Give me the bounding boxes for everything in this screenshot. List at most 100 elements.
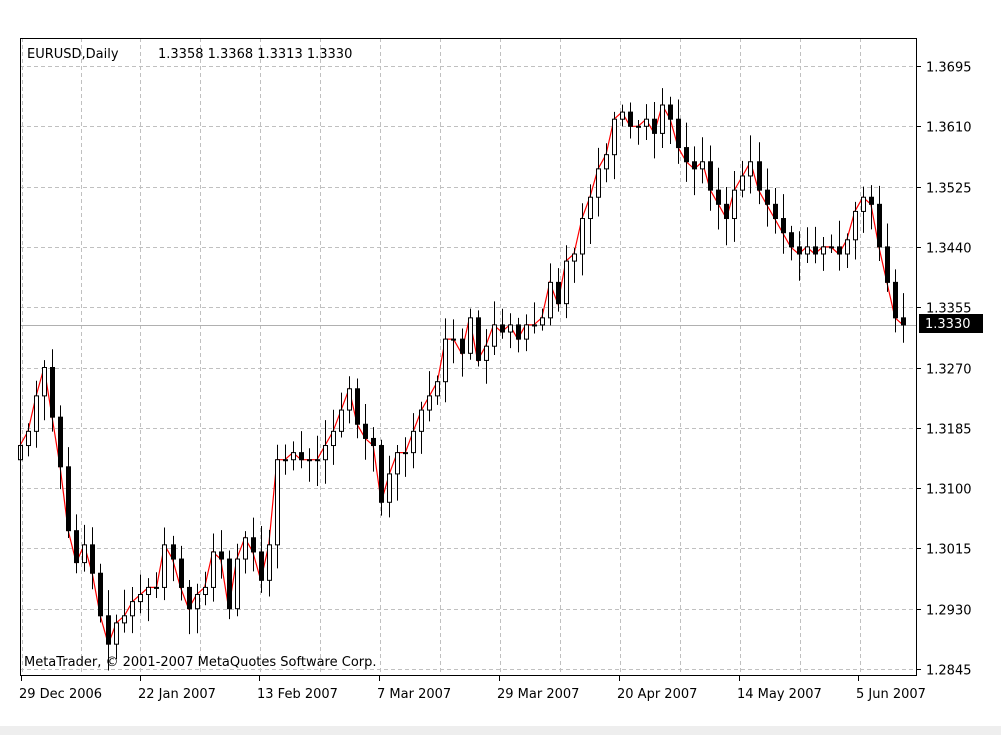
candle [837, 220, 842, 271]
candle [355, 378, 360, 439]
candle [347, 376, 352, 424]
candle-body [732, 189, 737, 220]
candle [508, 313, 513, 349]
x-tick-label: 29 Dec 2006 [19, 687, 102, 702]
candle-body [572, 253, 577, 262]
candle [74, 514, 79, 574]
candle-body [235, 558, 240, 610]
candle [443, 318, 448, 403]
candle [179, 545, 184, 601]
candle-body [869, 196, 874, 205]
candle [195, 583, 200, 634]
candle-body [837, 246, 842, 255]
candle [299, 431, 304, 469]
candle-body [460, 338, 465, 354]
candle [283, 444, 288, 475]
candle [403, 437, 408, 477]
candle-body [740, 175, 745, 191]
candle-body [411, 430, 416, 454]
candle-body [524, 324, 529, 340]
candle-body [580, 218, 585, 255]
candle-body [636, 125, 641, 128]
current-price-tag-bg [919, 314, 983, 333]
candle [628, 102, 633, 139]
candle-body [138, 594, 143, 603]
y-tick-label: 1.2930 [926, 604, 972, 619]
candle-body [267, 544, 272, 581]
candle-body [74, 530, 79, 564]
y-tick-label: 1.3270 [926, 363, 972, 378]
candle-body [315, 459, 320, 462]
candle [500, 308, 505, 339]
candle-body [628, 111, 633, 127]
y-tick-label: 1.3100 [926, 483, 972, 498]
candle-body [500, 324, 505, 333]
candle [411, 413, 416, 469]
candle [138, 574, 143, 614]
candle [98, 563, 103, 623]
candle-body [700, 161, 705, 170]
candle-body [331, 430, 336, 447]
candle [187, 580, 192, 635]
candle-body [813, 246, 818, 255]
candle-body [251, 537, 256, 553]
candle-body [363, 423, 368, 439]
candle [524, 314, 529, 352]
candle [652, 102, 657, 159]
candle [620, 104, 625, 127]
candle-body [668, 104, 673, 120]
candle [708, 145, 713, 211]
candle [901, 293, 906, 343]
candle [106, 590, 111, 671]
candle [243, 531, 248, 574]
candle-body [114, 622, 119, 645]
candle [861, 186, 866, 233]
candle [259, 525, 264, 593]
copyright-text: MetaTrader, © 2001-2007 MetaQuotes Softw… [24, 655, 377, 670]
candle [26, 423, 31, 457]
grid [20, 38, 916, 675]
candle-body [98, 572, 103, 617]
y-tick-label: 1.3015 [926, 543, 972, 558]
candle-body [435, 381, 440, 397]
candle-body [853, 210, 858, 241]
candle [805, 227, 810, 263]
candle [845, 233, 850, 268]
candle [42, 360, 47, 421]
candle-body [564, 260, 569, 305]
candle-body [403, 452, 408, 455]
x-tick-label: 13 Feb 2007 [257, 687, 338, 702]
candle-body [684, 147, 689, 163]
candle [275, 444, 280, 569]
candle [211, 533, 216, 602]
candle [267, 529, 272, 597]
candle-body [805, 246, 810, 255]
candle-body [259, 551, 264, 581]
x-tick-label: 5 Jun 2007 [856, 687, 926, 702]
candle [757, 142, 762, 205]
candle [564, 245, 569, 319]
candle [251, 517, 256, 572]
candle [435, 375, 440, 405]
candle [363, 403, 368, 460]
candle-body [540, 317, 545, 326]
candle-body [476, 317, 481, 361]
candle [668, 96, 673, 145]
candle-body [90, 544, 95, 574]
candle [468, 308, 473, 360]
candle-body [130, 601, 135, 617]
candle [885, 223, 890, 292]
candle-body [829, 246, 834, 249]
candle-body [492, 324, 497, 347]
candle-body [604, 154, 609, 170]
y-tick-label: 1.3440 [926, 242, 972, 257]
candle-body [379, 445, 384, 503]
candle-body [451, 338, 456, 341]
candle-body [893, 281, 898, 319]
candle [700, 137, 705, 184]
y-tick-label: 1.3695 [926, 61, 972, 76]
x-tick-label: 22 Jan 2007 [138, 687, 216, 702]
y-tick-label: 1.3185 [926, 423, 972, 438]
candle-body [162, 544, 167, 588]
candle [789, 225, 794, 261]
